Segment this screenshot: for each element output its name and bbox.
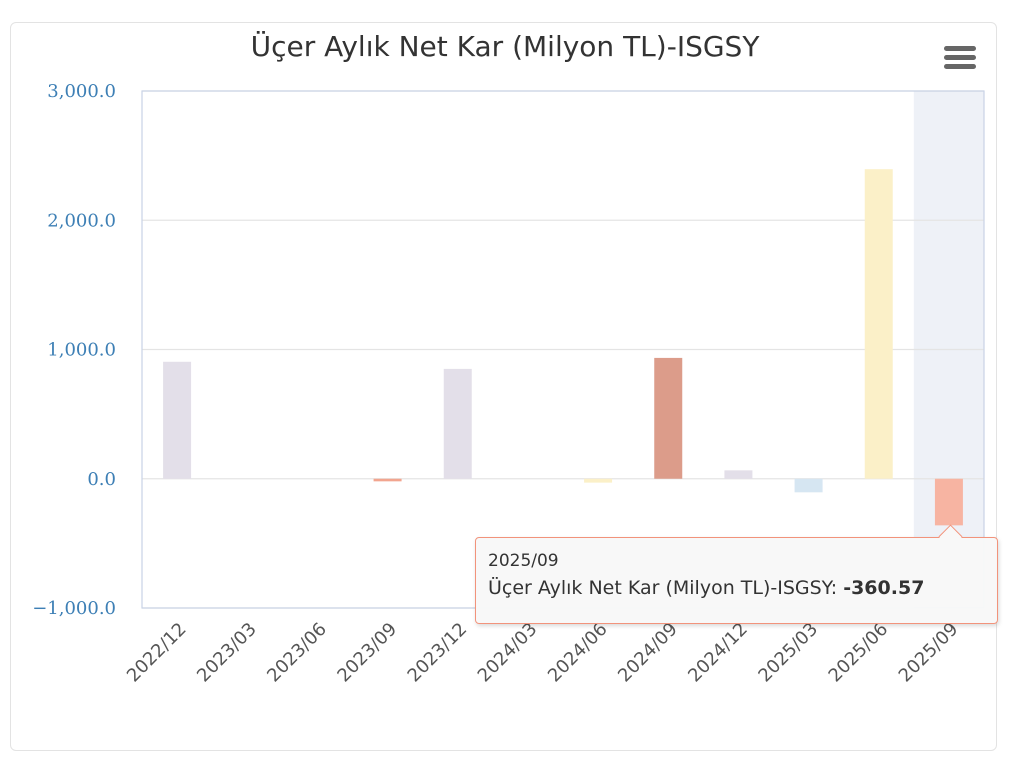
bar-2024-12 [724, 470, 753, 479]
y-tick-label: 2,000.0 [47, 210, 116, 231]
y-tick-label: 1,000.0 [47, 340, 116, 361]
hamburger-menu-icon-line [944, 55, 976, 60]
x-tick-label: 2025/09 [895, 619, 963, 687]
tooltip-series-label: Üçer Aylık Net Kar (Milyon TL)-ISGSY: [488, 577, 844, 599]
chart-menu-button[interactable] [944, 46, 980, 76]
bar-2025-09 [934, 478, 963, 526]
bar-2023-12 [443, 368, 472, 479]
y-tick-label: 3,000.0 [47, 81, 116, 102]
bar-2025-06 [864, 169, 893, 479]
tooltip-line: Üçer Aylık Net Kar (Milyon TL)-ISGSY: -3… [488, 577, 985, 599]
x-tick-label: 2024/06 [544, 619, 612, 687]
y-tick-label: 0.0 [87, 469, 116, 490]
y-tick-label: −1,000.0 [32, 598, 116, 619]
tooltip-value: -360.57 [843, 577, 925, 599]
hamburger-menu-icon-line [944, 64, 976, 69]
x-tick-label: 2024/03 [474, 619, 542, 687]
chart-title: Üçer Aylık Net Kar (Milyon TL)-ISGSY [250, 30, 760, 63]
x-tick-label: 2023/12 [404, 619, 472, 687]
bar-2022-12 [163, 361, 192, 479]
x-tick-label: 2023/09 [333, 619, 401, 687]
x-tick-label: 2024/09 [614, 619, 682, 687]
x-tick-label: 2025/06 [825, 619, 893, 687]
x-tick-label: 2022/12 [123, 619, 191, 687]
chart-tooltip: 2025/09 Üçer Aylık Net Kar (Milyon TL)-I… [475, 524, 998, 624]
bar-2024-09 [654, 357, 683, 479]
bar-2025-03 [794, 478, 823, 493]
bar-2023-09 [373, 478, 402, 482]
hamburger-menu-icon [944, 46, 976, 51]
x-tick-label: 2023/03 [193, 619, 261, 687]
x-tick-label: 2025/03 [754, 619, 822, 687]
x-tick-label: 2024/12 [684, 619, 752, 687]
bar-2024-06 [584, 478, 613, 483]
x-tick-label: 2023/06 [263, 619, 331, 687]
tooltip-header: 2025/09 [488, 551, 559, 571]
